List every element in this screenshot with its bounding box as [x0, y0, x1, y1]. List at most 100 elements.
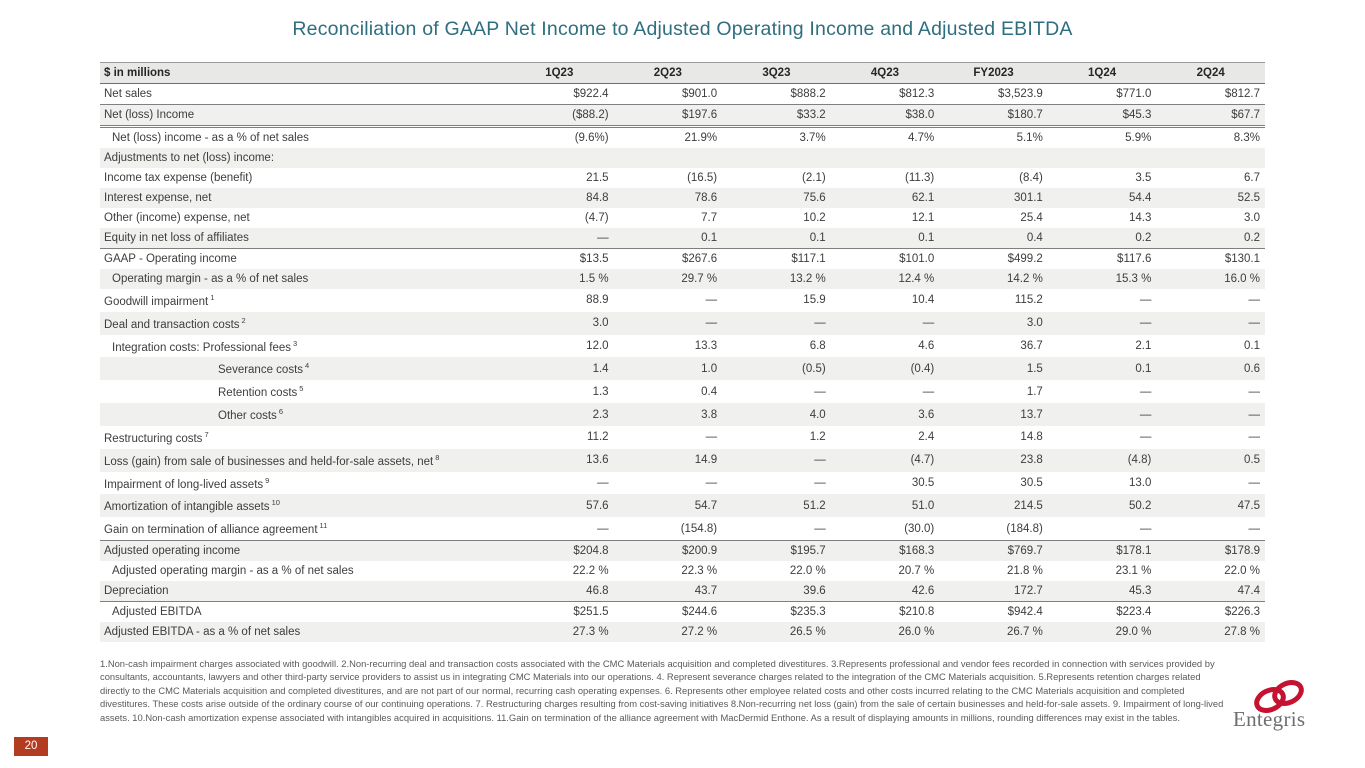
value-cell: 14.3	[1128, 212, 1152, 224]
row-label: Retention costs 5	[218, 384, 304, 400]
value-cell: 51.2	[803, 499, 826, 512]
value-cell: —	[922, 317, 935, 330]
value-cell: (154.8)	[613, 517, 723, 542]
column-header: 1Q23	[505, 62, 614, 84]
value-cell: $499.2	[1007, 253, 1043, 265]
value-cell: $45.3	[1047, 104, 1157, 128]
value-cell: 13.6	[586, 454, 609, 467]
value-cell: 3.6	[918, 408, 935, 421]
table-row: Net sales $922.4 $901.0 $888.2 $812.3 $3,523.…	[100, 83, 1265, 105]
value-cell: 27.3 %	[572, 626, 609, 639]
value-cell: $178.9	[1224, 545, 1260, 558]
value-cell: 12.4 %	[898, 273, 935, 285]
value-cell: 57.6	[586, 499, 609, 512]
entegris-logo: Entegris	[1233, 679, 1325, 739]
row-label: Adjusted operating margin - as a % of ne…	[112, 565, 354, 578]
value-cell: —	[1139, 317, 1152, 330]
value-cell: $178.1	[1116, 545, 1152, 558]
footnote-reference: 9	[265, 475, 270, 485]
value-cell: —	[705, 431, 718, 444]
value-cell: 1.0	[701, 362, 718, 375]
row-label: Loss (gain) from sale of businesses and …	[104, 452, 440, 468]
table-row: Severance costs 4 1.4 1.0 (0.5) (0.4) 1.5 0.1 0.…	[100, 357, 1265, 381]
value-cell: 3.5	[1135, 172, 1152, 184]
table-header-row: $ in millions 1Q23 2Q23 3Q23 4Q23 FY2023 1Q24 2…	[100, 62, 1265, 84]
value-cell: —	[1248, 408, 1261, 421]
row-label: Integration costs: Professional fees 3	[112, 338, 298, 354]
value-cell: —	[814, 317, 826, 330]
value-cell: —	[1156, 517, 1265, 542]
value-cell: —	[597, 477, 609, 490]
value-cell: —	[1139, 385, 1152, 398]
value-cell: 14.2 %	[1007, 273, 1043, 285]
value-cell: (4.8)	[1127, 454, 1152, 467]
row-label: Net (loss) income - as a % of net sales	[112, 132, 309, 144]
value-cell: 0.1	[1135, 362, 1152, 375]
row-label: Impairment of long-lived assets 9	[104, 475, 270, 491]
page-title: Reconciliation of GAAP Net Income to Adj…	[292, 18, 1073, 40]
row-label: Interest expense, net	[104, 192, 212, 204]
value-cell: 0.2	[1047, 228, 1157, 249]
value-cell: (4.7)	[584, 212, 609, 224]
column-header: 1Q24	[1047, 62, 1157, 84]
footnote-reference: 6	[278, 407, 283, 417]
value-cell: $771.0	[1047, 83, 1157, 105]
footnote-reference: 5	[299, 384, 304, 394]
value-cell: 26.5 %	[789, 626, 826, 639]
value-cell: 0.5	[1244, 454, 1260, 467]
value-cell: 30.5	[1020, 477, 1043, 490]
value-cell: $101.0	[899, 253, 935, 265]
value-cell: 15.9	[803, 294, 826, 307]
value-cell: 21.5	[586, 172, 609, 184]
value-cell: 20.7 %	[898, 565, 935, 578]
value-cell: 84.8	[586, 192, 609, 204]
value-cell: 51.0	[911, 499, 935, 512]
table-row: Goodwill impairment 1 88.9 — 15.9 10.4 115.2 — —	[100, 289, 1265, 312]
row-label: Depreciation	[100, 581, 505, 603]
value-cell: 39.6	[722, 581, 831, 603]
value-cell: —	[814, 454, 826, 467]
column-header: FY2023	[939, 62, 1048, 84]
value-cell: 0.6	[1244, 362, 1260, 375]
value-cell: 54.4	[1128, 192, 1152, 204]
value-cell: 214.5	[1014, 499, 1043, 512]
value-cell: 14.8	[1020, 431, 1043, 444]
value-cell: 1.5 %	[579, 273, 609, 285]
value-cell: (0.4)	[910, 362, 935, 375]
value-cell: 23.8	[1020, 454, 1043, 467]
value-cell: 0.4	[701, 385, 718, 398]
value-cell: —	[1139, 294, 1152, 307]
row-label: Amortization of intangible assets 10	[104, 498, 280, 514]
value-cell: 46.8	[505, 581, 614, 603]
value-cell: $168.3	[899, 545, 935, 558]
table-row: Income tax expense (benefit) 21.5 (16.5) (2…	[100, 168, 1265, 188]
value-cell: 1.2	[809, 431, 826, 444]
value-cell: $769.7	[1007, 545, 1043, 558]
footnote-reference: 10	[271, 498, 280, 508]
value-cell: 21.9%	[684, 132, 718, 144]
value-cell: $251.5	[573, 606, 609, 619]
value-cell: 30.5	[911, 477, 935, 490]
row-label: Other (income) expense, net	[104, 212, 250, 224]
value-cell: —	[705, 477, 718, 490]
value-cell: $13.5	[579, 253, 609, 265]
value-cell: 6.8	[809, 340, 826, 353]
value-cell	[722, 148, 831, 168]
value-cell: 14.9	[694, 454, 718, 467]
value-cell: 75.6	[803, 192, 826, 204]
value-cell: 13.7	[1020, 408, 1043, 421]
page-number-badge: 20	[14, 737, 48, 756]
row-label: Income tax expense (benefit)	[104, 172, 253, 184]
value-cell: 42.6	[830, 581, 940, 603]
footnote-reference: 4	[305, 361, 310, 371]
value-cell: —	[1248, 431, 1261, 444]
value-cell: 0.4	[939, 228, 1048, 249]
table-row: Adjusted EBITDA $251.5 $244.6 $235.3 $210.8 $…	[100, 602, 1265, 623]
value-cell: 29.0 %	[1115, 626, 1152, 639]
table-row: Other costs 6 2.3 3.8 4.0 3.6 13.7 — —	[100, 403, 1265, 426]
value-cell: 21.8 %	[1007, 565, 1043, 578]
value-cell: 47.5	[1237, 499, 1260, 512]
table-row: Net (loss) Income ($88.2) $197.6 $33.2 $38.0…	[100, 104, 1265, 128]
value-cell: $3,523.9	[939, 83, 1048, 105]
value-cell: 4.6	[918, 340, 935, 353]
